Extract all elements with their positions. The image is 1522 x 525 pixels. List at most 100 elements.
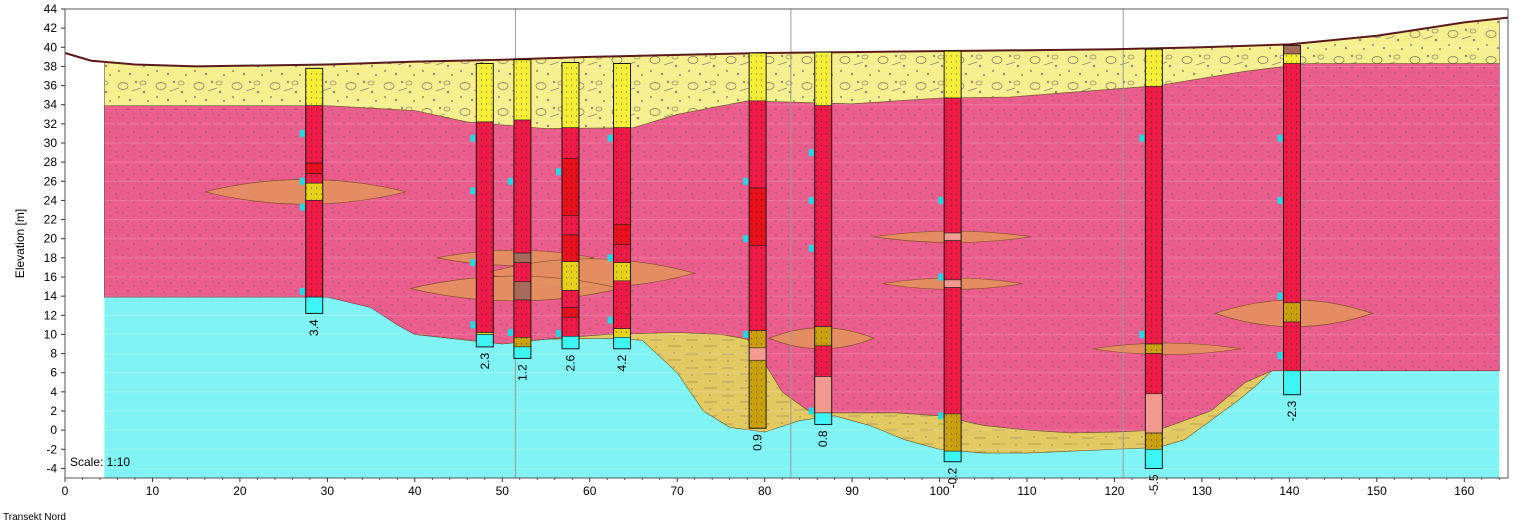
water-marker	[607, 134, 613, 142]
borehole-9-texture	[1145, 344, 1163, 354]
x-tick-label: 90	[845, 484, 859, 498]
water-marker	[555, 168, 561, 176]
borehole-1-level-label: 3.4	[307, 319, 321, 336]
borehole-5-texture	[613, 244, 631, 263]
y-tick-label: 14	[44, 289, 58, 303]
borehole-8	[943, 50, 962, 463]
y-tick-label: 20	[44, 232, 58, 246]
x-tick-label: 60	[583, 484, 597, 498]
borehole-7-texture	[814, 345, 832, 377]
borehole-7-texture	[814, 52, 832, 106]
y-tick-label: 12	[44, 308, 58, 322]
water-marker	[1277, 196, 1283, 204]
x-tick-label: 120	[1104, 484, 1124, 498]
y-tick-label: 16	[44, 270, 58, 284]
y-tick-label: 36	[44, 79, 58, 93]
y-tick-label: 26	[44, 174, 58, 188]
transect-caption: Transekt Nord	[3, 512, 66, 523]
water-marker	[808, 196, 814, 204]
y-tick-label: 22	[44, 213, 58, 227]
y-tick-label: -2	[46, 442, 57, 456]
borehole-10-texture	[1283, 321, 1301, 371]
borehole-7-layer-water	[814, 412, 833, 425]
borehole-7	[814, 51, 833, 425]
y-tick-label: 32	[44, 117, 58, 131]
borehole-3-level-label: 1.2	[515, 364, 529, 381]
x-tick-label: 40	[408, 484, 422, 498]
x-tick-label: 110	[1017, 484, 1036, 498]
borehole-3	[513, 59, 532, 359]
water-marker	[1139, 134, 1145, 142]
water-marker	[507, 329, 513, 337]
borehole-4-texture	[561, 307, 579, 318]
borehole-5-texture	[613, 262, 631, 281]
borehole-9	[1144, 48, 1163, 469]
borehole-9-texture	[1145, 49, 1163, 87]
borehole-4	[561, 62, 580, 350]
y-tick-label: 30	[44, 136, 58, 150]
borehole-7-layer-salmon	[814, 376, 833, 414]
y-tick-label: 34	[44, 98, 58, 112]
borehole-3-layer-water	[513, 346, 532, 359]
y-tick-label: 28	[44, 155, 58, 169]
water-marker	[299, 287, 305, 295]
borehole-2	[475, 63, 494, 348]
borehole-1-texture	[305, 105, 323, 164]
water-marker	[470, 321, 476, 329]
y-tick-label: 38	[44, 59, 58, 73]
borehole-1-texture	[305, 200, 323, 298]
x-tick-label: 70	[671, 484, 685, 498]
borehole-3-texture	[513, 299, 531, 338]
borehole-1-layer-water	[305, 296, 324, 314]
x-tick-label: 140	[1279, 484, 1299, 498]
water-marker	[555, 329, 561, 337]
borehole-6-texture	[749, 53, 767, 101]
scale-label: Scale: 1:10	[70, 455, 130, 469]
water-marker	[299, 177, 305, 185]
borehole-2-level-label: 2.3	[478, 353, 492, 370]
borehole-1-texture	[305, 183, 323, 201]
borehole-2-texture	[476, 63, 494, 122]
borehole-5-texture	[613, 63, 631, 128]
y-tick-label: -4	[46, 461, 57, 475]
borehole-4-texture	[561, 317, 579, 337]
borehole-10-texture	[1283, 63, 1301, 303]
x-tick-label: 50	[496, 484, 510, 498]
borehole-8-texture	[944, 51, 962, 99]
x-tick-label: 10	[146, 484, 160, 498]
water-marker	[743, 330, 749, 338]
borehole-6-texture	[749, 245, 767, 331]
borehole-1	[305, 67, 324, 314]
water-marker	[470, 187, 476, 195]
water-marker	[470, 259, 476, 267]
borehole-4-texture	[561, 158, 579, 216]
water-marker	[808, 407, 814, 415]
y-tick-label: 8	[50, 347, 57, 361]
borehole-7-texture	[814, 326, 832, 346]
y-tick-label: 6	[50, 366, 57, 380]
borehole-10	[1283, 44, 1301, 396]
borehole-8-texture	[944, 98, 962, 233]
borehole-4-texture	[561, 290, 579, 308]
borehole-9-texture	[1145, 353, 1163, 394]
borehole-1-texture	[305, 173, 323, 184]
borehole-3-texture	[513, 59, 531, 121]
water-marker	[507, 177, 513, 185]
water-marker	[808, 149, 814, 157]
borehole-4-level-label: 2.6	[563, 354, 577, 371]
borehole-6-texture	[749, 360, 767, 429]
borehole-4-texture	[561, 62, 579, 128]
borehole-7-texture	[814, 105, 832, 327]
y-tick-label: 40	[44, 40, 58, 54]
borehole-10-level-label: -2.3	[1285, 400, 1299, 421]
borehole-5-texture	[613, 127, 631, 225]
borehole-4-texture	[561, 234, 579, 262]
y-tick-label: 18	[44, 251, 58, 265]
borehole-10-layer-water	[1283, 370, 1301, 396]
borehole-5-layer-water	[613, 336, 631, 350]
water-marker	[1277, 351, 1283, 359]
borehole-1-texture	[305, 68, 323, 106]
x-tick-label: 100	[930, 484, 950, 498]
water-marker	[607, 254, 613, 262]
y-tick-label: 44	[44, 2, 58, 16]
